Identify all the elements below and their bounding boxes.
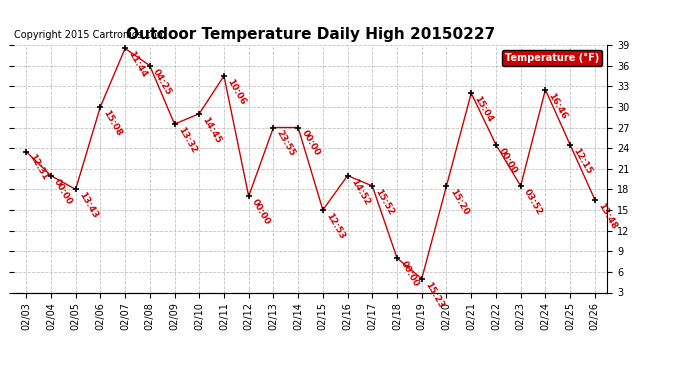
Text: 12:15: 12:15 <box>571 146 593 176</box>
Text: 15:23: 15:23 <box>423 280 445 309</box>
Text: Copyright 2015 Cartronics.com: Copyright 2015 Cartronics.com <box>14 30 166 40</box>
Text: 15:08: 15:08 <box>101 108 124 138</box>
Text: 00:00: 00:00 <box>250 198 272 226</box>
Title: Outdoor Temperature Daily High 20150227: Outdoor Temperature Daily High 20150227 <box>126 27 495 42</box>
Text: 15:20: 15:20 <box>448 188 470 216</box>
Text: 04:25: 04:25 <box>151 67 173 96</box>
Text: 11:44: 11:44 <box>126 50 148 80</box>
Text: 15:04: 15:04 <box>473 94 495 124</box>
Text: 15:52: 15:52 <box>374 188 396 217</box>
Text: 12:31: 12:31 <box>28 153 50 182</box>
Text: 03:52: 03:52 <box>522 188 544 216</box>
Text: 00:00: 00:00 <box>398 260 420 288</box>
Legend: Temperature (°F): Temperature (°F) <box>502 50 602 66</box>
Text: 10:06: 10:06 <box>226 77 247 106</box>
Text: 00:00: 00:00 <box>497 146 519 175</box>
Text: 00:00: 00:00 <box>52 177 74 206</box>
Text: 23:55: 23:55 <box>275 129 297 158</box>
Text: 14:52: 14:52 <box>349 177 371 206</box>
Text: 00:00: 00:00 <box>299 129 322 158</box>
Text: 13:48: 13:48 <box>596 201 618 231</box>
Text: 12:53: 12:53 <box>324 211 346 241</box>
Text: 14:45: 14:45 <box>201 115 223 145</box>
Text: 13:43: 13:43 <box>77 191 99 220</box>
Text: 13:32: 13:32 <box>176 126 198 155</box>
Text: 16:46: 16:46 <box>546 91 569 120</box>
